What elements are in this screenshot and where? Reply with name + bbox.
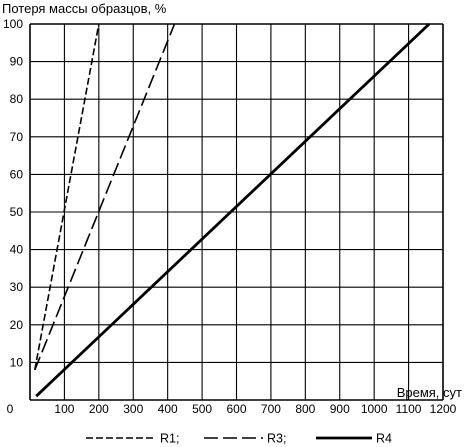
series-line-3	[35, 22, 431, 398]
y-tick-label: 90	[10, 55, 24, 69]
x-tick-label: 700	[261, 402, 281, 416]
x-tick-label: 400	[158, 402, 178, 416]
legend-label-3: R4	[376, 432, 392, 446]
x-tick-label: 1200	[430, 402, 457, 416]
legend-label-2: R3;	[267, 432, 286, 446]
y-tick-label: 10	[10, 355, 24, 369]
x-tick-label: 1100	[396, 402, 422, 416]
y-tick-label: 30	[10, 280, 24, 294]
series-line-1	[34, 23, 100, 371]
grid	[29, 23, 444, 401]
legend-label-1: R1;	[160, 432, 179, 446]
y-tick-label: 60	[10, 167, 24, 181]
x-tick-label: 600	[226, 402, 246, 416]
y-axis-title: Потеря массы образцов, %	[2, 1, 167, 16]
x-tick-label: 0	[7, 402, 14, 416]
y-tick-label: 20	[10, 318, 24, 332]
x-tick-label: 500	[192, 402, 212, 416]
x-tick-label: 300	[123, 402, 143, 416]
x-tick-label: 1000	[361, 402, 388, 416]
x-axis-title: Время, сут	[397, 385, 462, 400]
y-tick-label: 40	[10, 243, 24, 257]
x-tick-label: 200	[89, 402, 109, 416]
legend: R1; R3; R4	[86, 432, 392, 446]
y-tick-label: 50	[10, 205, 24, 219]
y-tick-label: 70	[10, 130, 24, 144]
x-tick-label: 100	[54, 402, 74, 416]
series-line-2	[34, 23, 176, 371]
y-tick-label: 80	[10, 92, 24, 106]
y-tick-label: 100	[3, 17, 23, 31]
x-tick-label: 900	[330, 402, 350, 416]
series-lines	[34, 22, 431, 398]
x-tick-label: 800	[295, 402, 315, 416]
